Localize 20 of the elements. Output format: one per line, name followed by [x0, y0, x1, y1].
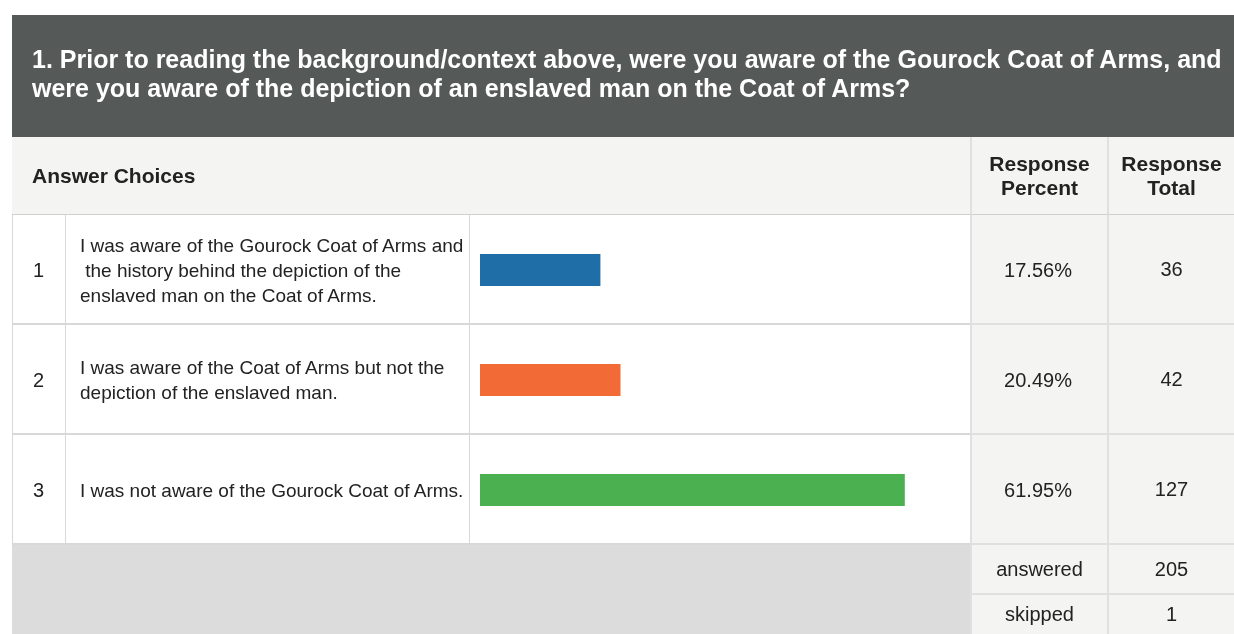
text: 1 [31, 257, 46, 283]
text: 1 [1107, 595, 1234, 634]
y-tick-label: I was aware of the Coat of Arms but not the depiction of the enslaved man. [80, 357, 450, 403]
data-label: 20.49% [1004, 369, 1073, 391]
text: 42 [1107, 325, 1234, 435]
text: answered [970, 545, 1107, 595]
text: 127 [1107, 435, 1234, 545]
y-tick-label: I was aware of the Gourock Coat of Arms and the history behind the depiction of the enslaved man on the Coat of Arms. [80, 234, 464, 306]
text: 2 [31, 367, 46, 393]
text: 205 [1107, 545, 1234, 595]
chart-title: 1. Prior to reading the background/context above, were you aware of the Gourock Coat of Arms, and were you aware of the depiction of an enslaved man on the Coat of Arms? [12, 15, 1234, 137]
text: 36 [1107, 215, 1234, 325]
text: skipped [970, 595, 1107, 634]
data-label: 61.95% [1004, 479, 1073, 501]
text: Response Total [1107, 137, 1234, 215]
text: Answer Choices [12, 137, 970, 215]
y-tick-label: I was not aware of the Gourock Coat of Arms. [80, 479, 464, 501]
text: Response Percent [970, 137, 1107, 215]
data-label: 17.56% [1004, 259, 1073, 281]
text: 3 [31, 477, 46, 503]
